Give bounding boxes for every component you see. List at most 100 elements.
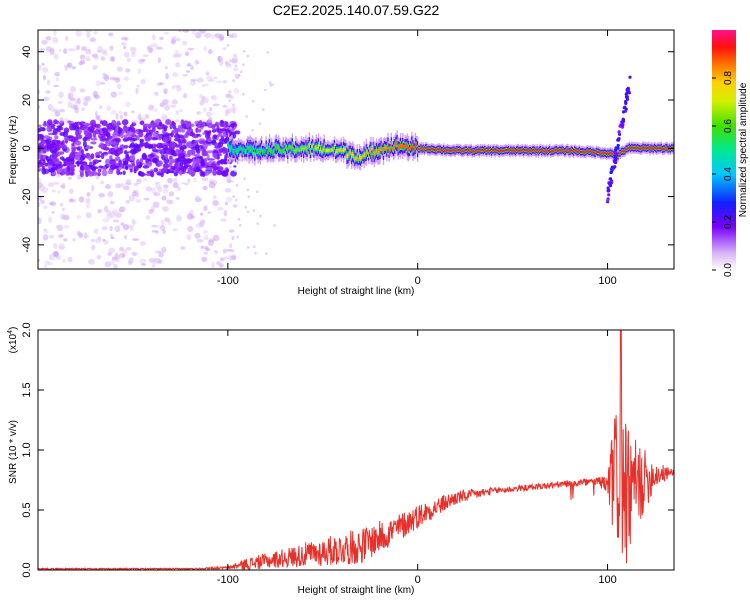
spectrogram-noise-point (58, 91, 64, 99)
spectrogram-noise-point (123, 111, 128, 117)
spectrogram-ridge-cell (263, 149, 265, 153)
spectrogram-noise-point (137, 58, 144, 64)
spectrogram-noise-point (58, 109, 66, 113)
spectrogram-noise-point (187, 47, 195, 51)
spectrogram-noise-point (143, 197, 150, 201)
spectrogram-ridge-cell (340, 147, 342, 153)
spectrogram-ridge-cell (407, 146, 410, 151)
spectrogram-ridge-cell (508, 148, 510, 151)
spectrogram-ridge-cell (420, 146, 422, 149)
spectrogram-noise-point (230, 131, 237, 134)
spectrogram-burst-point (617, 137, 621, 141)
spectrogram-ridge-cell (430, 147, 432, 150)
spectrogram-ridge-cell (410, 145, 412, 149)
spectrogram-noise-point (217, 142, 223, 148)
spectrogram-noise-point (98, 159, 102, 163)
spectrogram-noise-point (152, 201, 160, 208)
spectrogram-ridge-cell (503, 149, 505, 152)
spectrogram-ridge-cell (427, 148, 429, 151)
spectrogram-noise-point (193, 166, 201, 173)
spectrogram-noise-point (52, 131, 58, 136)
spectrogram-noise-point (227, 122, 231, 126)
spectrogram-noise-point (176, 215, 182, 222)
spectrogram-noise-point (204, 130, 209, 133)
spectrogram-ridge-cell (626, 147, 628, 150)
spectrogram-noise-point (92, 130, 97, 138)
spectrogram-noise-point (153, 108, 158, 113)
spectrogram-noise-point (172, 177, 178, 183)
spectrogram-ridge-cell (660, 146, 663, 149)
spectrogram-y-tick-label: 20 (21, 94, 33, 106)
spectrogram-ridge-cell (608, 152, 610, 155)
spectrogram-noise-point (199, 140, 206, 145)
spectrogram-noise-point (53, 53, 59, 60)
spectrogram-ridge-cell (457, 149, 460, 151)
spectrogram-ridge-cell (453, 149, 455, 152)
spectrogram-ridge-cell (555, 148, 558, 151)
spectrogram-noise-point (97, 209, 102, 214)
spectrogram-noise-point (119, 172, 123, 175)
snr-x-axis: -100 0 100 (217, 330, 617, 586)
spectrogram-noise-point (210, 162, 217, 169)
spectrogram-noise-point (152, 157, 160, 164)
spectrogram-ridge-cell (312, 144, 314, 148)
spectrogram-noise-point (193, 177, 197, 183)
spectrogram-noise-point (84, 48, 92, 52)
spectrogram-ridge-cell (249, 146, 251, 151)
spectrogram-ridge-cell (513, 149, 516, 152)
spectrogram-noise-point (133, 144, 140, 148)
spectrogram-frame (37, 29, 675, 270)
spectrogram-noise-point (115, 113, 119, 120)
spectrogram-noise-point (109, 155, 113, 161)
spectrogram-noise-point (237, 217, 241, 221)
spectrogram-noise-point (183, 93, 188, 99)
spectrogram-burst-point (607, 189, 611, 193)
spectrogram-ridge-cell (233, 150, 235, 154)
spectrogram-noise-point (130, 154, 136, 161)
spectrogram-noise-point (43, 135, 50, 139)
spectrogram-ridge-cell (632, 146, 634, 149)
spectrogram-noise-point (242, 50, 246, 53)
spectrogram-y-label: Frequency (Hz) (8, 116, 19, 185)
spectrogram-noise-point (200, 245, 204, 249)
spectrogram-ridge-cell (478, 150, 480, 153)
spectrogram-noise-point (79, 170, 85, 173)
spectrogram-noise-point (38, 217, 42, 225)
spectrogram-ridge-cell (415, 143, 418, 147)
spectrogram-noise-point (244, 205, 248, 209)
spectrogram-ridge-cell (534, 149, 536, 152)
spectrogram-noise-point (154, 257, 161, 264)
spectrogram-noise-point (171, 120, 175, 125)
spectrogram-noise-point (109, 225, 113, 232)
spectrogram-noise-point (50, 142, 57, 149)
spectrogram-noise-point (231, 235, 235, 241)
snr-y-tick-label: 2.0 (21, 322, 33, 337)
spectrogram-noise-point (59, 117, 64, 124)
spectrogram-noise-point (38, 160, 42, 165)
spectrogram-noise-point (233, 53, 237, 57)
spectrogram-ridge-cell (288, 146, 290, 150)
spectrogram-noise-point (91, 184, 95, 192)
spectrogram-noise-point (127, 260, 133, 266)
spectrogram-noise-point (67, 158, 74, 162)
spectrogram-noise-point (235, 184, 239, 187)
spectrogram-ridge-cell (323, 145, 325, 150)
spectrogram-noise-point (63, 117, 69, 125)
spectrogram-ridge-cell (505, 149, 508, 151)
spectrogram-noise-point (154, 92, 159, 97)
spectrogram-noise-point (164, 31, 170, 35)
spectrogram-noise-point (151, 137, 159, 141)
spectrogram-noise-point (226, 44, 230, 47)
spectrogram-noise-point (217, 133, 223, 137)
spectrogram-ridge-cell (658, 147, 660, 149)
spectrogram-ridge-cell (602, 152, 604, 155)
spectrogram-ridge-cell (519, 149, 521, 152)
spectrogram-noise-point (212, 234, 220, 242)
spectrogram-noise-point (146, 45, 152, 50)
spectrogram-ridge-cell (460, 149, 462, 152)
spectrogram-ridge-cell (426, 146, 428, 149)
spectrogram-noise-point (61, 208, 65, 211)
snr-x-tick-label: 100 (598, 574, 616, 586)
spectrogram-ridge-cell (361, 155, 363, 160)
spectrogram-ridge-cell (516, 149, 518, 151)
